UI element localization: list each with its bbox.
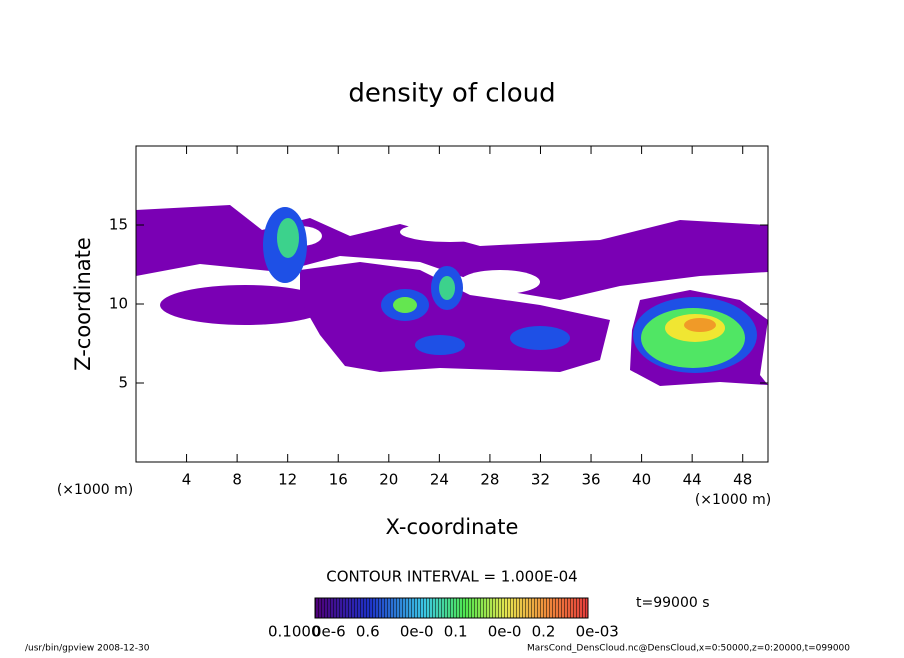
colorbar-label: 0e-03 — [576, 623, 619, 641]
y-axis-title: Z-coordinate — [71, 237, 95, 371]
x-tick-label: 40 — [632, 471, 651, 489]
y-tick-label: 5 — [118, 374, 128, 392]
y-tick-label: 15 — [109, 216, 128, 234]
x-tick-label: 48 — [733, 471, 752, 489]
chart-title: density of cloud — [348, 79, 555, 109]
x-unit: (×1000 m) — [57, 482, 133, 498]
colorbar-label: 0.6 — [356, 623, 380, 641]
colorbar-label: 0.2 — [532, 623, 556, 641]
x-tick-label: 28 — [480, 471, 499, 489]
x-tick-label: 32 — [531, 471, 550, 489]
x-axis-title: X-coordinate — [386, 515, 519, 539]
colorbar-label: 0e-0 — [400, 623, 434, 641]
footer-right: MarsCond_DensCloud.nc@DensCloud,x=0:5000… — [527, 644, 850, 654]
x-tick-label: 12 — [278, 471, 297, 489]
x-tick-label: 36 — [581, 471, 600, 489]
x-tick-label: 20 — [379, 471, 398, 489]
x-tick-label: 8 — [232, 471, 242, 489]
colorbar-frame — [314, 597, 589, 619]
time-label: t=99000 s — [636, 595, 710, 611]
x-tick-label: 16 — [329, 471, 348, 489]
x-unit: (×1000 m) — [695, 492, 771, 508]
colorbar-label: 0e-0 — [488, 623, 522, 641]
y-tick-label: 10 — [109, 295, 128, 313]
colorbar-label: 0.1 — [444, 623, 468, 641]
cloud-field — [136, 205, 768, 386]
colorbar-label: 0.1000 — [268, 623, 321, 641]
contour-interval: CONTOUR INTERVAL = 1.000E-04 — [326, 568, 577, 586]
x-tick-label: 24 — [430, 471, 449, 489]
footer-left: /usr/bin/gpview 2008-12-30 — [25, 644, 150, 654]
x-tick-label: 44 — [683, 471, 702, 489]
colorbar-label: 0e-6 — [312, 623, 346, 641]
x-tick-label: 4 — [182, 471, 192, 489]
